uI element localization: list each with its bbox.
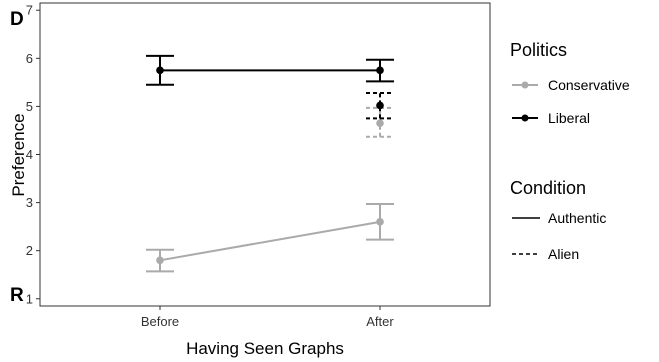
y-tick-label-3: 3: [26, 195, 33, 210]
y-axis: 1 2 3 4 5 6 7: [26, 3, 40, 306]
y-tick-label-4: 4: [26, 147, 33, 162]
series-conservative-alien: [366, 106, 394, 138]
legend: Politics Conservative Liberal Condition …: [510, 40, 630, 262]
x-tick-label-after: After: [366, 314, 394, 329]
legend-liberal-label: Liberal: [548, 110, 590, 126]
series-line-conservative-authentic: [159, 220, 381, 262]
point-conservative-authentic-before: [156, 256, 164, 265]
y-tick-label-5: 5: [26, 99, 33, 114]
plot-panel: [39, 2, 491, 307]
point-conservative-authentic-after: [376, 218, 384, 226]
chart-marks: [146, 54, 394, 273]
x-tick-label-before: Before: [141, 314, 179, 329]
y-tick-label-7: 7: [26, 3, 33, 18]
y-tick-label-1: 1: [26, 291, 33, 306]
legend-alien-label: Alien: [548, 246, 579, 262]
legend-liberal-point: [521, 114, 529, 122]
x-axis: Before After: [141, 306, 394, 329]
y-top-end-label: D: [10, 9, 24, 30]
point-liberal-authentic-before: [156, 66, 164, 75]
x-axis-title: Having Seen Graphs: [186, 339, 344, 358]
legend-politics-title: Politics: [510, 40, 567, 60]
y-axis-title: Preference: [9, 113, 28, 196]
legend-conservative-label: Conservative: [548, 77, 630, 93]
y-bottom-end-label: R: [10, 285, 24, 306]
point-conservative-alien-after: [376, 119, 384, 128]
series-liberal-alien: [366, 91, 394, 120]
point-liberal-authentic-after: [376, 66, 384, 75]
series-liberal-authentic: [146, 54, 394, 86]
y-tick-label-6: 6: [26, 51, 33, 66]
series-conservative-authentic: [146, 203, 394, 273]
legend-conservative-point: [521, 81, 529, 89]
legend-condition-title: Condition: [510, 178, 586, 198]
y-tick-label-2: 2: [26, 243, 33, 258]
point-liberal-alien-after: [376, 101, 384, 110]
legend-authentic-label: Authentic: [548, 210, 606, 226]
